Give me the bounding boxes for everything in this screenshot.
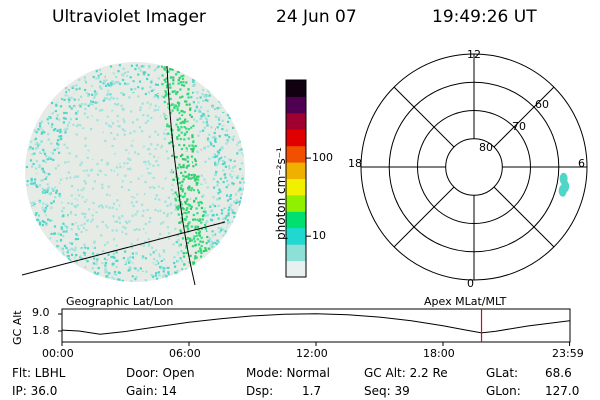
mlt-label-0: 0: [467, 277, 474, 290]
altitude-xtick-label: 00:00: [42, 347, 74, 360]
dsp-label: Dsp:: [246, 384, 274, 398]
colorbar-stripe: [286, 227, 306, 245]
mlt-label-12: 12: [467, 48, 481, 61]
sequence-info: Seq: 39: [364, 384, 410, 398]
colorbar-stripe: [286, 129, 306, 147]
aurora-emission: [25, 62, 245, 282]
geographic-grid-lines: [21, 65, 226, 286]
altitude-xtick-label: 06:00: [169, 347, 201, 360]
polar-emission-patch: [561, 180, 570, 193]
filter-info: Flt: LBHL: [12, 366, 66, 380]
earth-view-label: Geographic Lat/Lon: [66, 295, 174, 308]
colorbar-stripe: [286, 162, 306, 179]
mlt-meridian: [493, 86, 555, 148]
altitude-axis-label: GC Alt: [11, 310, 24, 345]
colorbar-stripe: [286, 178, 306, 196]
mlt-label-6: 6: [578, 157, 585, 170]
colorbar-tick-label: 10: [312, 229, 326, 243]
altitude-xtick-label: 18:00: [423, 347, 455, 360]
altitude-ytick-label: 9.0: [32, 306, 50, 319]
altitude-xtick-label: 12:00: [296, 347, 328, 360]
polar-plot-label: Apex MLat/MLT: [424, 295, 507, 308]
mlt-meridian: [393, 186, 455, 248]
altitude-ytick-label: 1.8: [32, 324, 50, 337]
mlt-label-18: 18: [348, 157, 362, 170]
gain-info: Gain: 14: [126, 384, 177, 398]
colorbar-stripe: [286, 244, 306, 262]
image-time: 19:49:26 UT: [432, 7, 537, 27]
glat-label: GLat:: [486, 366, 519, 380]
image-date: 24 Jun 07: [276, 7, 357, 27]
dsp-value: 1.7: [302, 384, 322, 398]
colorbar-tick-label: 100: [312, 151, 333, 165]
colorbar-stripe: [286, 211, 306, 229]
mlt-meridian: [493, 186, 555, 248]
mlt-meridian: [393, 86, 455, 148]
glon-value: 127.0: [545, 384, 580, 398]
colorbar-frame: [285, 79, 307, 278]
gc-alt-info: GC Alt: 2.2 Re: [364, 366, 448, 380]
latitude-line: [21, 221, 226, 276]
colorbar-stripe: [286, 96, 306, 114]
glon-label: GLon:: [486, 384, 521, 398]
instrument-title: Ultraviolet Imager: [52, 7, 206, 27]
lat-ring-label-60: 60: [535, 98, 549, 111]
longitude-line: [166, 65, 196, 286]
mode-info: Mode: Normal: [246, 366, 330, 380]
colorbar-stripe: [286, 194, 306, 212]
altitude-xtick-label: 23:59: [552, 347, 584, 360]
colorbar-stripe: [286, 80, 306, 97]
glat-value: 68.6: [545, 366, 572, 380]
colorbar-stripe: [286, 112, 306, 130]
lat-ring-label-70: 70: [512, 120, 526, 133]
colorbar-stripe: [286, 260, 306, 278]
door-info: Door: Open: [126, 366, 195, 380]
lat-ring-label-80: 80: [479, 141, 493, 154]
colorbar-stripe: [286, 145, 306, 163]
orbit-altitude-curve: [61, 313, 570, 335]
ip-info: IP: 36.0: [12, 384, 58, 398]
